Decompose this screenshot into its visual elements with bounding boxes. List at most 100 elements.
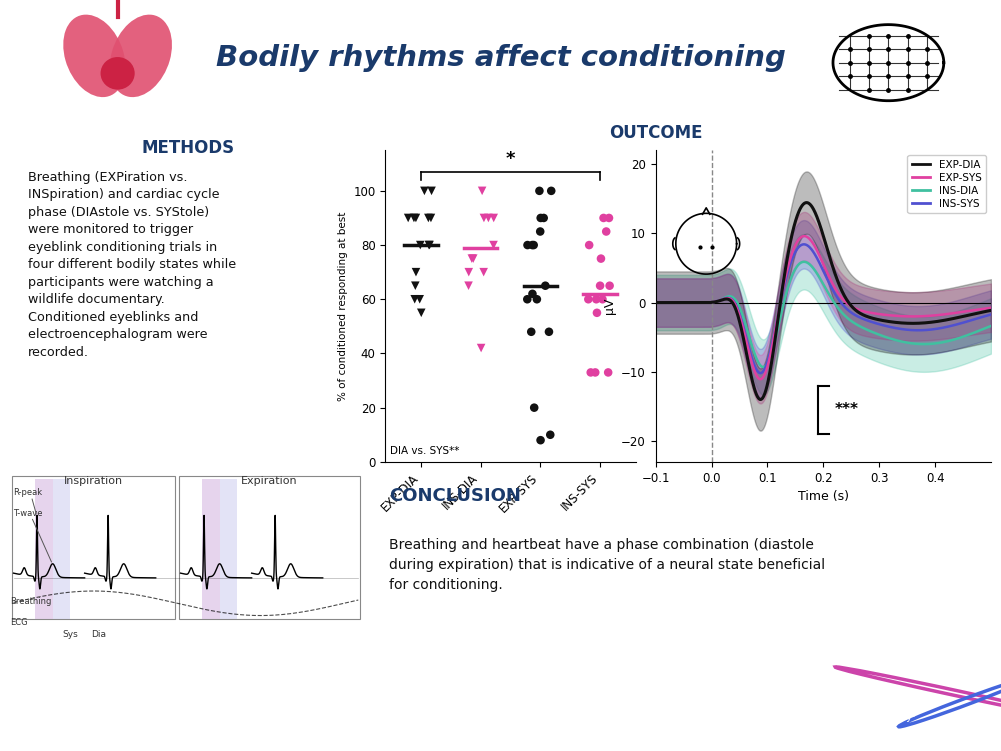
Text: Bodily rhythms affect conditioning: Bodily rhythms affect conditioning [215,44,786,71]
Point [533,434,549,446]
INS-SYS [736,317,748,326]
Point [408,266,424,278]
INS-SYS [903,325,915,334]
Point [602,279,618,291]
Text: *: * [506,149,516,167]
Point [475,266,491,278]
Line: EXP-DIA: EXP-DIA [656,203,991,400]
INS-SYS [709,297,721,306]
Line: INS-DIA: INS-DIA [656,262,991,367]
Text: Expiration: Expiration [241,476,297,486]
Y-axis label: μV: μV [603,298,616,314]
Point [460,266,476,278]
EXP-DIA [755,395,767,404]
Point [541,326,557,338]
Point [588,366,604,379]
Point [420,239,436,251]
Point [601,366,617,379]
Point [416,185,432,197]
EXP-DIA [875,315,887,324]
Point [407,212,423,224]
Text: ECG: ECG [10,618,28,627]
EXP-SYS [798,231,810,240]
Point [538,279,554,291]
Point [543,429,559,441]
Point [412,239,428,251]
Line: INS-SYS: INS-SYS [656,244,991,373]
Text: Breathing and heartbeat have a phase combination (diastole
during expiration) th: Breathing and heartbeat have a phase com… [388,538,825,592]
Point [480,212,496,224]
Point [420,212,436,224]
Legend: EXP-DIA, EXP-SYS, INS-DIA, INS-SYS: EXP-DIA, EXP-SYS, INS-DIA, INS-SYS [908,155,986,213]
Point [423,185,439,197]
INS-SYS [798,240,810,249]
Text: JOURNAL OF: JOURNAL OF [175,672,319,692]
INS-SYS [803,242,815,251]
EXP-SYS [650,298,662,307]
EXP-SYS [849,303,861,312]
Text: T-wave: T-wave [13,509,42,518]
INS-DIA [709,297,721,306]
INS-DIA [798,258,810,267]
EXP-DIA [985,306,997,315]
EXP-SYS [875,309,887,318]
Text: Inspiration: Inspiration [64,476,123,486]
Point [475,212,491,224]
EXP-DIA [801,198,813,207]
INS-SYS [985,310,997,319]
Text: DIA vs. SYS**: DIA vs. SYS** [390,445,459,456]
Point [595,293,611,305]
Ellipse shape [63,14,125,97]
INS-SYS [875,320,887,329]
Line: EXP-SYS: EXP-SYS [656,236,991,379]
Point [520,239,536,251]
EXP-DIA [803,198,815,207]
EXP-SYS [985,303,997,312]
Point [465,252,481,264]
Text: ***: *** [835,403,859,418]
Text: METHODS: METHODS [141,139,234,157]
Text: R-peak: R-peak [13,488,42,497]
INS-DIA [803,259,815,268]
EXP-DIA [903,319,915,328]
EXP-DIA [650,298,662,307]
Text: JNP: JNP [15,668,144,733]
FancyBboxPatch shape [179,476,360,619]
Point [460,279,476,291]
Point [533,212,549,224]
Text: OUTCOME: OUTCOME [609,125,703,142]
INS-DIA [849,318,861,327]
Point [474,185,490,197]
Point [589,293,605,305]
Point [544,185,560,197]
Point [581,293,597,305]
Point [533,225,549,237]
Point [520,293,536,305]
Point [485,212,502,224]
Point [583,366,599,379]
FancyBboxPatch shape [12,476,175,619]
Point [592,279,608,291]
Point [599,225,615,237]
Text: Breathing (EXPiration vs.
INSpiration) and cardiac cycle
phase (DIAstole vs. SYS: Breathing (EXPiration vs. INSpiration) a… [28,170,236,359]
Y-axis label: % of conditioned responding at best: % of conditioned responding at best [338,211,348,401]
Text: CONCLUSION: CONCLUSION [388,487,521,505]
EXP-DIA [736,327,748,336]
Point [524,326,540,338]
Point [400,212,416,224]
INS-DIA [736,309,748,318]
INS-DIA [757,363,769,372]
INS-SYS [755,369,767,378]
Point [473,342,489,354]
EXP-SYS [803,234,815,243]
Point [525,239,541,251]
Point [593,252,609,264]
Text: Breathing: Breathing [10,597,51,606]
INS-SYS [650,298,662,307]
Text: NEUROPHYSIOLOGY.  © 2022: NEUROPHYSIOLOGY. © 2022 [175,710,513,731]
Ellipse shape [110,14,172,97]
Point [582,239,598,251]
X-axis label: Time (s): Time (s) [798,490,849,503]
Point [589,307,605,319]
Point [411,293,427,305]
